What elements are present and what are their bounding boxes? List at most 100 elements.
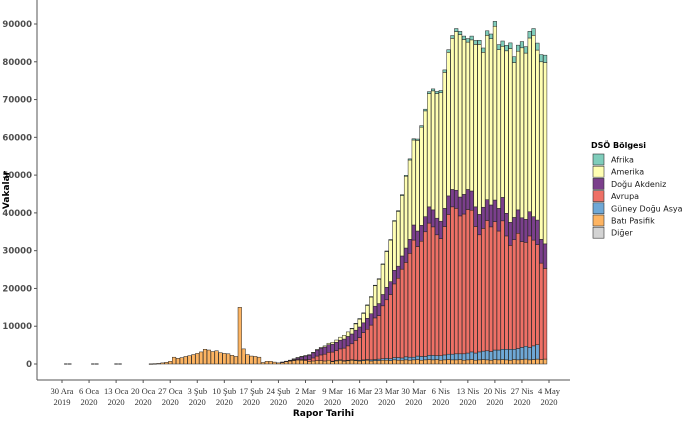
bar-segment-dogu-akdeniz [516,209,521,234]
bar-segment-dogu-akdeniz [438,220,443,239]
bar-segment-dogu-akdeniz [322,346,327,355]
bar-segment-bati-pasifik [218,352,223,365]
bar-segment-avrupa [508,245,513,350]
bar-segment-bati-pasifik [237,307,242,365]
bar-segment-afrika [400,194,405,196]
bar-segment-bati-pasifik [303,360,308,365]
bar-segment-avrupa [345,345,351,361]
bar-segment-bati-pasifik [199,351,204,365]
bar-segment-dogu-akdeniz [349,333,354,345]
bar-segment-dogu-akdeniz [500,197,505,222]
bar-segment-amerika [380,264,385,295]
bar-segment-bati-pasifik [369,360,374,365]
legend-swatch [592,226,605,239]
bar-segment-bati-pasifik [543,358,548,365]
bar-segment-dogu-akdeniz [342,338,347,349]
bar-segment-afrika [477,39,482,45]
bar-segment-amerika [446,52,451,197]
bar-segment-guney-dogu-asya [461,353,466,361]
x-tick-label: 27 Nis 2020 [511,386,533,407]
bar-segment-bati-pasifik [148,363,153,365]
bar-segment-guney-dogu-asya [527,347,532,361]
bar-segment-guney-dogu-asya [465,352,470,361]
bar-segment-dogu-akdeniz [427,206,432,224]
bar-segment-dogu-akdeniz [318,347,323,356]
bar-segment-amerika [369,296,374,315]
bar-segment-bati-pasifik [272,361,277,365]
legend-label: Batı Pasifik [611,217,655,226]
bar-segment-afrika [485,30,490,36]
bar-segment-afrika [446,49,451,53]
bar-segment-avrupa [481,228,486,352]
bar-segment-afrika [376,278,381,280]
legend-item: Afrika [592,153,634,166]
legend-label: Amerika [611,168,644,177]
bar-segment-avrupa [400,268,405,359]
bar-segment-afrika [465,38,470,43]
y-tick-label: 70000 [2,96,32,106]
bar-segment-guney-dogu-asya [450,353,455,361]
bar-segment-avrupa [516,233,521,349]
legend-item: Batı Pasifik [592,214,655,227]
bar-segment-bati-pasifik [384,359,389,365]
bar-segment-dogu-akdeniz [431,209,436,228]
bar-segment-dogu-akdeniz [543,243,548,269]
bar-segment-afrika [519,41,524,49]
bar-segment-bati-pasifik [156,363,161,365]
bar-segment-avrupa [357,337,362,361]
bar-segment-amerika [373,285,378,307]
bar-segment-dogu-akdeniz [461,194,466,215]
bar-segment-guney-dogu-asya [516,348,521,361]
bar-segment-amerika [407,159,412,240]
bar-segment-avrupa [376,315,381,360]
bar-segment-afrika [516,44,521,52]
bar-segment-amerika [508,48,513,223]
bar-segment-dogu-akdeniz [403,247,409,263]
bar-segment-dogu-akdeniz [535,219,540,245]
bar-segment-avrupa [388,294,393,359]
bar-segment-amerika [500,46,505,198]
bar-segment-dogu-akdeniz [531,216,536,241]
bar-segment-avrupa [415,246,420,357]
bar-segment-dogu-akdeniz [392,270,397,285]
bar-segment-guney-dogu-asya [454,353,459,361]
bar-segment-avrupa [473,226,478,354]
bar-segment-amerika [431,90,436,211]
bar-segment-bati-pasifik [392,359,397,365]
bar-segment-amerika [442,72,447,209]
bar-segment-afrika [411,138,416,141]
legend-item: Amerika [592,165,644,178]
legend-item: Avrupa [592,190,639,202]
bar-segment-amerika [488,38,494,206]
bar-segment-guney-dogu-asya [446,353,451,360]
bar-segment-dogu-akdeniz [450,189,455,208]
bar-segment-amerika [415,140,420,232]
bar-segment-bati-pasifik [504,359,509,365]
bar-segment-amerika [473,44,478,208]
bar-segment-avrupa [361,332,366,361]
bar-segment-amerika [427,93,432,208]
bar-segment-dogu-akdeniz [353,329,358,341]
bar-segment-bati-pasifik [206,349,211,365]
bar-segment-bati-pasifik [419,359,424,365]
x-tick-label: 16 Mar 2020 [347,386,372,407]
bar-segment-avrupa [419,240,424,357]
bar-segment-afrika [396,210,401,212]
bar-segment-bati-pasifik [233,356,238,365]
bar-segment-dogu-akdeniz [485,199,490,221]
x-tick-label: 13 Oca 2020 [104,386,129,407]
bar-segment-amerika [539,61,544,240]
bar-segment-afrika [442,69,447,73]
bar-segment-amerika [485,35,490,200]
y-tick-label: 90000 [2,20,32,30]
bar-segment-bati-pasifik [249,355,254,365]
bar-segment-dogu-akdeniz [288,359,293,361]
bar-segment-guney-dogu-asya [500,349,505,360]
bar-segment-afrika [512,56,517,63]
y-tick-label: 60000 [2,133,32,143]
bar-segment-dogu-akdeniz [442,208,447,227]
bar-segment-amerika [400,195,405,257]
bar-segment-bati-pasifik [508,359,513,365]
bar-segment-amerika [419,126,424,226]
bar-segment-afrika [365,304,370,306]
